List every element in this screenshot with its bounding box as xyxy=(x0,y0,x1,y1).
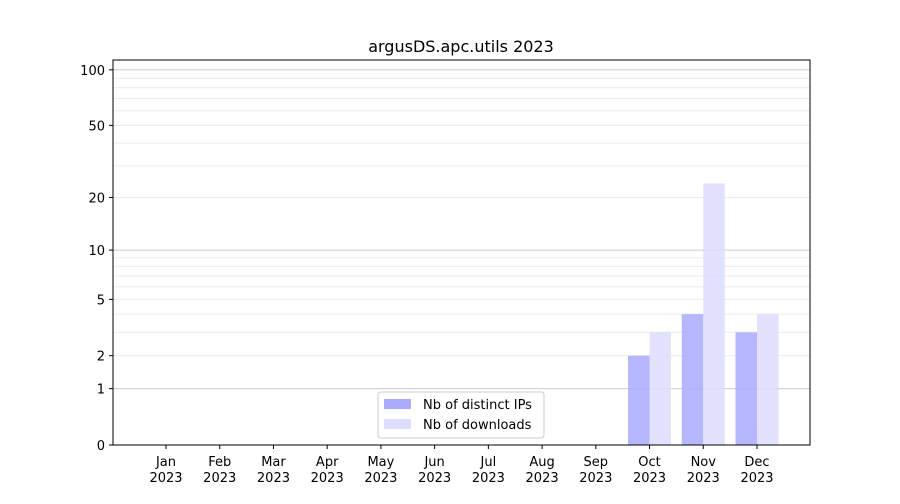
y-tick-label: 10 xyxy=(88,244,105,259)
legend-swatch xyxy=(384,399,411,409)
x-tick-label: Jan 2023 xyxy=(149,455,182,486)
y-tick-label: 0 xyxy=(97,439,105,454)
bar-distinct-ips xyxy=(628,355,650,445)
x-tick-label: Sep 2023 xyxy=(579,455,612,486)
x-tick-label: Oct 2023 xyxy=(633,455,666,486)
chart-title: argusDS.apc.utils 2023 xyxy=(368,37,554,56)
x-tick-label: Nov 2023 xyxy=(687,455,720,486)
x-tick-label: Aug 2023 xyxy=(526,455,559,486)
x-tick-label: Apr 2023 xyxy=(311,455,344,486)
legend-swatch xyxy=(384,419,411,429)
bar-downloads xyxy=(703,183,725,445)
x-tick-label: Dec 2023 xyxy=(740,455,773,486)
grid xyxy=(113,69,810,390)
plot-frame xyxy=(112,59,811,446)
y-tick-label: 50 xyxy=(88,119,105,134)
x-tick-label: May 2023 xyxy=(364,455,397,486)
y-tick-label: 100 xyxy=(80,64,105,79)
bars xyxy=(628,183,779,445)
x-tick-label: Jul 2023 xyxy=(472,455,505,486)
x-axis: Jan 2023 Feb 2023 Mar 2023 Apr 2023 May 2023 Jun 20… xyxy=(149,445,774,486)
legend-label: Nb of downloads xyxy=(423,418,532,433)
bar-distinct-ips xyxy=(681,314,704,445)
bar-downloads xyxy=(649,332,672,445)
y-tick-label: 1 xyxy=(97,383,105,398)
bar-distinct-ips xyxy=(735,332,757,445)
legend-box xyxy=(377,391,545,439)
x-tick-label: Mar 2023 xyxy=(257,455,290,486)
x-tick-label: Jun 2023 xyxy=(418,455,451,486)
legend-label: Nb of distinct IPs xyxy=(423,398,532,413)
y-tick-label: 5 xyxy=(97,293,105,308)
y-tick-label: 2 xyxy=(97,350,105,365)
legend: Nb of distinct IPs Nb of downloads xyxy=(377,391,545,439)
bar-downloads xyxy=(757,314,779,445)
y-axis: 0 1 2 5 10 20 50 100 xyxy=(80,64,113,454)
x-tick-label: Feb 2023 xyxy=(203,455,236,486)
y-tick-label: 20 xyxy=(88,192,105,207)
